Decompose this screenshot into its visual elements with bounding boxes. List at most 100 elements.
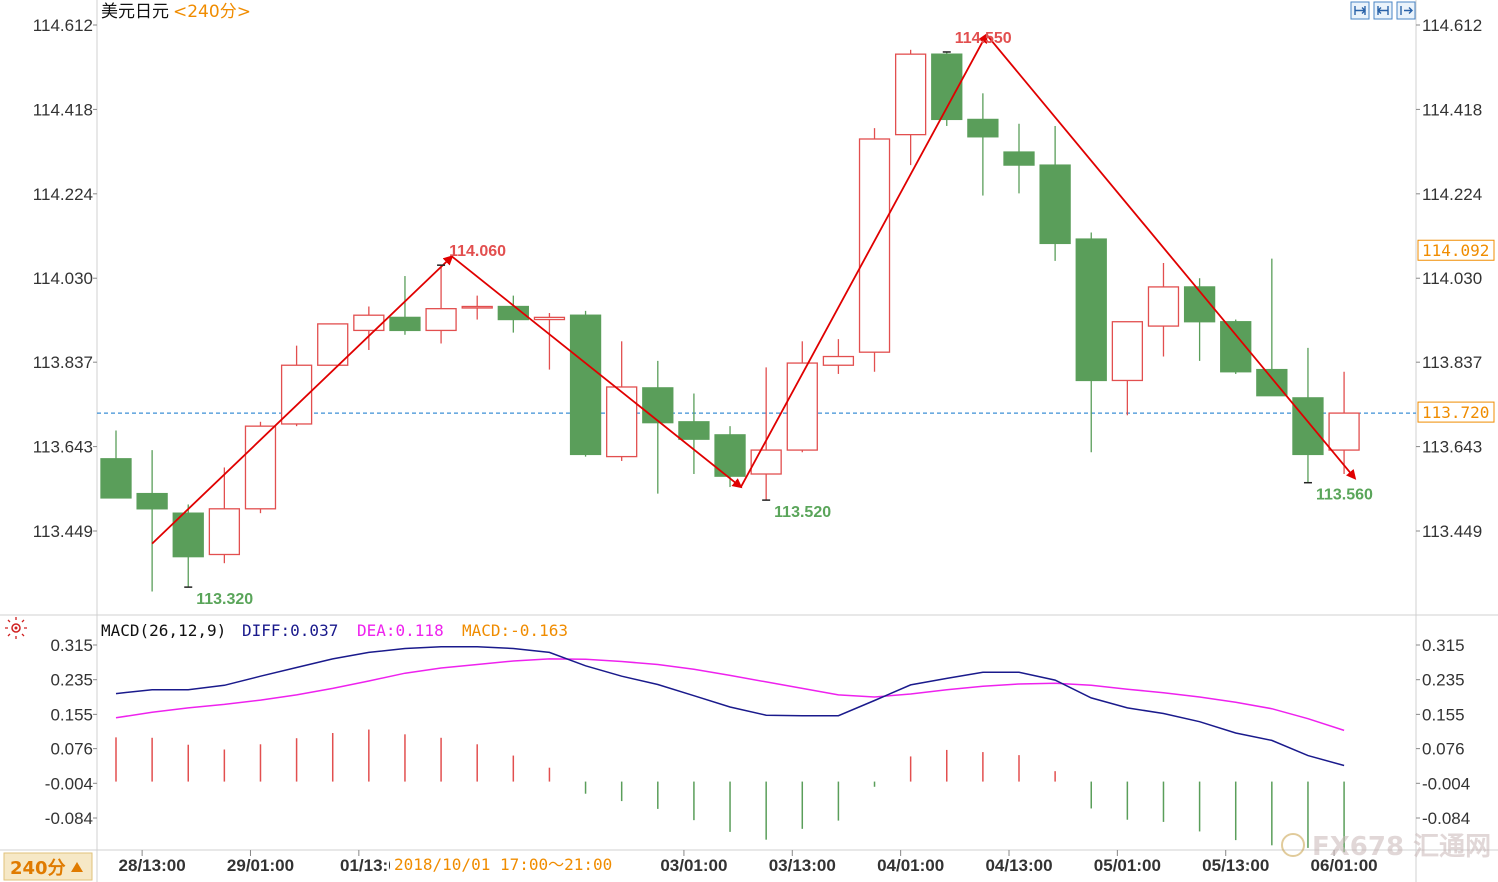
macd-axis-right: 0.315 0.235 0.155 0.076 -0.004 -0.084 [1416, 636, 1470, 828]
candle-down [1256, 258, 1288, 397]
candle-body [317, 323, 349, 366]
last-price-label: 114.092 [1422, 241, 1489, 260]
candle-body [353, 314, 385, 332]
candle-body [786, 362, 818, 451]
price-annotations: 113.320 114.060 113.520 114.550 113.560 [184, 30, 1373, 608]
candle-down [1039, 125, 1071, 261]
candle-body [1111, 321, 1144, 382]
price-tick-left: 114.030 [33, 269, 93, 288]
candle-up [425, 265, 457, 344]
candle-body [389, 316, 421, 332]
period-selector[interactable]: 240分 [3, 852, 93, 881]
trend-arrow [451, 255, 743, 489]
candle-down [172, 504, 204, 588]
dea-line [115, 658, 1345, 732]
price-tick-left: 114.418 [33, 100, 93, 119]
period-label[interactable]: <240分> [173, 2, 251, 22]
low-label: 113.560 [1316, 487, 1373, 504]
low-label: 113.520 [774, 504, 831, 521]
macd-hist-legend: MACD:-0.163 [462, 621, 568, 640]
high-label: 114.060 [449, 243, 506, 260]
candle-down [678, 393, 710, 475]
macd-tick-left: 0.076 [50, 740, 93, 759]
time-tick-label: 03/13:00 [769, 856, 836, 875]
candle-body [1292, 397, 1324, 456]
price-tick-right: 113.449 [1422, 522, 1482, 541]
macd-tick-right: 0.315 [1422, 636, 1465, 655]
time-tick-label: 04/01:00 [877, 856, 944, 875]
candle-body [967, 118, 999, 138]
macd-tick-right: -0.004 [1422, 774, 1470, 793]
high-label: 114.550 [955, 30, 1012, 47]
candle-body [136, 492, 168, 510]
candle-body [678, 421, 710, 440]
time-tick-label: 01/13:0 [340, 856, 398, 875]
low-label: 113.320 [196, 591, 253, 608]
candle-up [750, 367, 782, 501]
macd-settings-icon[interactable] [5, 617, 27, 639]
price-tick-right: 114.418 [1422, 100, 1482, 119]
candle-up [353, 306, 385, 351]
price-tick-left: 113.837 [33, 353, 93, 372]
zoom-in-icon[interactable] [1350, 1, 1370, 20]
candle-body [1328, 412, 1360, 451]
period-selector-label: 240分 [10, 858, 66, 879]
candle-up [461, 295, 493, 320]
price-tick-left: 114.224 [33, 185, 93, 204]
candle-up [533, 313, 566, 370]
trend-arrow [151, 255, 454, 545]
caret-up-icon [71, 862, 83, 872]
candle-body [425, 308, 457, 332]
current-price-badge: 113.720 [1417, 401, 1495, 423]
price-tick-right: 114.224 [1422, 185, 1482, 204]
time-tick-label: 05/01:00 [1094, 856, 1161, 875]
price-tick-right: 113.643 [1422, 438, 1482, 457]
macd-tick-right: 0.155 [1422, 705, 1465, 724]
time-tooltip-text: 2018/10/01 17:00～21:00 [394, 855, 612, 874]
candle-down [389, 276, 421, 335]
time-tick-label: 05/13:00 [1202, 856, 1269, 875]
candle-body [1003, 151, 1035, 166]
candle-up [1147, 262, 1180, 357]
candle-up [1328, 371, 1360, 475]
diff-line [115, 645, 1345, 767]
price-tick-right: 114.030 [1422, 269, 1482, 288]
price-tick-right: 114.612 [1422, 16, 1482, 35]
trend-arrow [740, 32, 988, 488]
candle-down [569, 310, 602, 457]
price-tick-left: 113.449 [33, 522, 93, 541]
price-tick-left: 114.612 [33, 16, 93, 35]
symbol-title: 美元日元 [101, 2, 169, 22]
candle-up [858, 128, 891, 372]
macd-diff-legend: DIFF:0.037 [242, 621, 338, 640]
candle-body [894, 53, 927, 136]
candle-down [1003, 123, 1035, 194]
candle-down [967, 93, 999, 196]
time-tick-label: 29/01:00 [227, 856, 294, 875]
candle-down [1292, 347, 1324, 483]
last-price-badge: 114.092 [1417, 239, 1495, 261]
macd-tick-right: 0.235 [1422, 671, 1465, 690]
candle-body [750, 449, 782, 475]
candle-body [1075, 238, 1107, 382]
time-tick-label: 03/01:00 [660, 856, 727, 875]
watermark-text: FX678 汇通网 [1312, 832, 1491, 862]
scroll-right-icon[interactable] [1396, 1, 1416, 20]
candle-body [208, 508, 241, 556]
candle-down [136, 450, 168, 592]
price-axis-left: 114.612 114.418 114.224 114.030 113.837 113.6… [33, 16, 97, 541]
time-tick-label: 04/13:00 [985, 856, 1052, 875]
candle-up [244, 421, 277, 514]
current-price-label: 113.720 [1422, 403, 1489, 422]
macd-tick-right: 0.076 [1422, 740, 1465, 759]
macd-tick-right: -0.084 [1422, 809, 1470, 828]
price-tick-right: 113.837 [1422, 353, 1482, 372]
candle-up [822, 339, 855, 374]
watermark-logo-icon [1281, 833, 1305, 857]
trend-arrow [985, 33, 1357, 480]
macd-tick-left: -0.084 [45, 809, 93, 828]
time-tooltip: 2018/10/01 17:00～21:00 [390, 853, 660, 875]
zoom-out-icon[interactable] [1373, 1, 1393, 20]
macd-axis-left: 0.315 0.235 0.155 0.076 -0.004 -0.084 [45, 636, 97, 828]
